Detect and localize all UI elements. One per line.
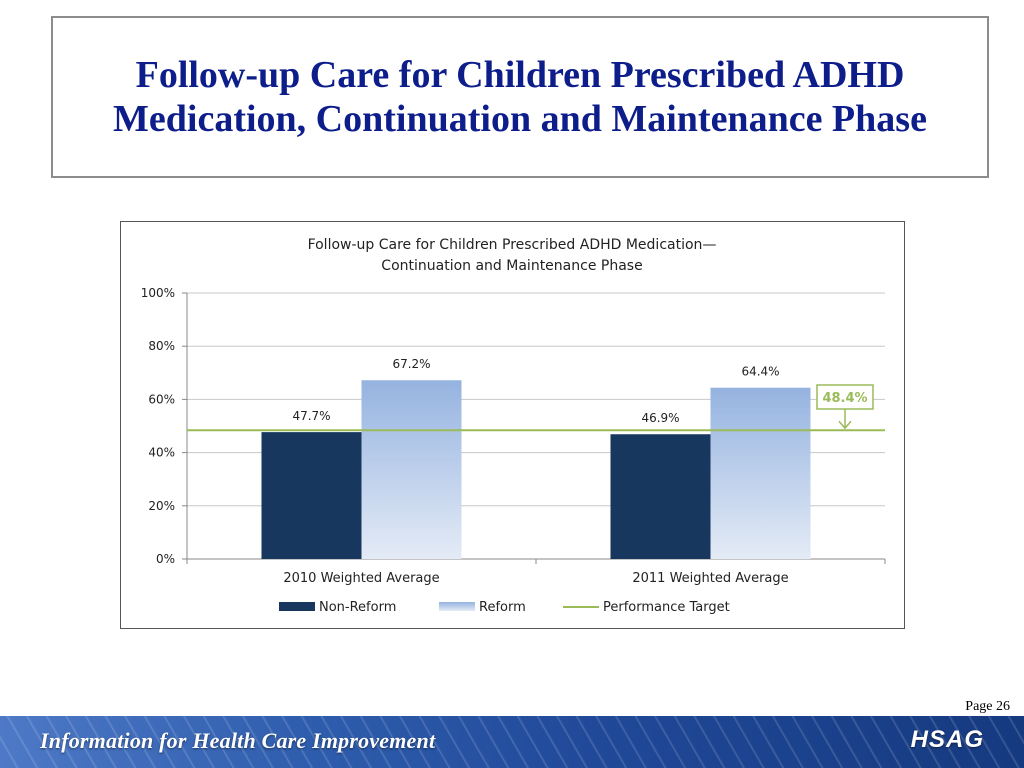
- bar-non-reform: [610, 434, 711, 559]
- y-tick-label: 100%: [141, 286, 175, 300]
- legend-label: Non-Reform: [319, 600, 396, 615]
- bar-reform: [361, 380, 462, 559]
- legend-swatch: [279, 602, 315, 611]
- legend-label: Performance Target: [603, 600, 730, 615]
- data-label: 47.7%: [292, 409, 330, 423]
- target-arrow-head: [838, 420, 852, 430]
- legend-swatch: [439, 602, 475, 611]
- bar-non-reform: [261, 432, 362, 559]
- target-callout-label: 48.4%: [822, 391, 867, 406]
- page-number: Page 26: [965, 699, 1010, 714]
- chart-title-line: Continuation and Maintenance Phase: [381, 258, 642, 274]
- data-label: 64.4%: [741, 365, 779, 379]
- legend-label: Reform: [479, 600, 526, 615]
- footer-decoration: [0, 716, 1024, 768]
- category-label: 2011 Weighted Average: [632, 571, 788, 586]
- data-label: 46.9%: [641, 411, 679, 425]
- chart-frame: Follow-up Care for Children Prescribed A…: [120, 221, 905, 629]
- bar-reform: [710, 387, 811, 559]
- y-tick-label: 20%: [148, 499, 175, 513]
- chart: Follow-up Care for Children Prescribed A…: [141, 237, 886, 615]
- hsag-logo: HSAG: [910, 726, 984, 753]
- slide-title: Follow-up Care for Children Prescribed A…: [51, 16, 989, 178]
- y-tick-label: 80%: [148, 339, 175, 353]
- y-tick-label: 40%: [148, 446, 175, 460]
- y-tick-label: 0%: [156, 552, 175, 566]
- footer-banner: Information for Health Care Improvement …: [0, 716, 1024, 768]
- data-label: 67.2%: [392, 357, 430, 371]
- footer-tagline: Information for Health Care Improvement: [40, 728, 436, 753]
- category-label: 2010 Weighted Average: [283, 571, 439, 586]
- y-tick-label: 60%: [148, 392, 175, 406]
- chart-title-line: Follow-up Care for Children Prescribed A…: [308, 237, 717, 253]
